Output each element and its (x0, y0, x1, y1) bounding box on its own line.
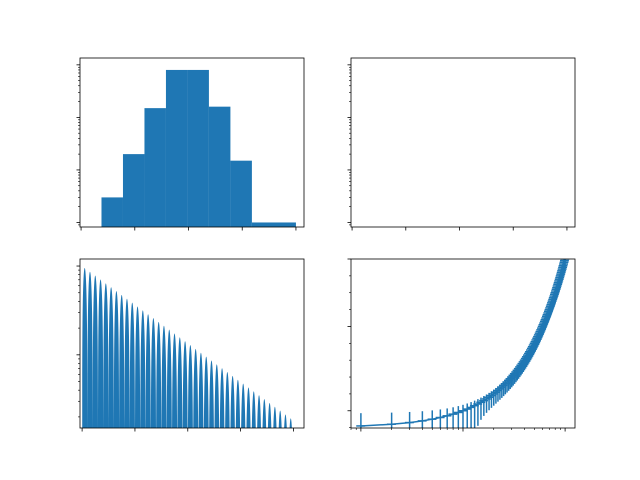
damped-fill-area (82, 267, 292, 428)
histogram-bar-4 (187, 69, 209, 227)
errorbar-panel (347, 258, 576, 432)
empty-panel (347, 57, 576, 231)
histogram-bar-6 (230, 160, 252, 227)
histogram-axes-frame (79, 57, 305, 228)
errorbar-axes-frame (350, 258, 576, 429)
histogram-bar-1 (122, 154, 145, 227)
histogram-bar-0 (101, 197, 123, 227)
histogram-bar-3 (165, 69, 188, 227)
histogram-bar-2 (144, 108, 166, 227)
damped-fill-marks (82, 267, 292, 428)
histogram-bar-7 (251, 222, 296, 227)
damped-fill-panel (76, 258, 305, 432)
empty-panel-axes-frame (350, 57, 576, 228)
damped-fill-axes-frame (79, 258, 305, 429)
errorbar-line (360, 259, 566, 427)
histogram-bar-5 (208, 106, 231, 227)
histogram-bars (101, 69, 296, 227)
histogram-panel (76, 57, 305, 231)
errorbar-marks (356, 259, 570, 428)
